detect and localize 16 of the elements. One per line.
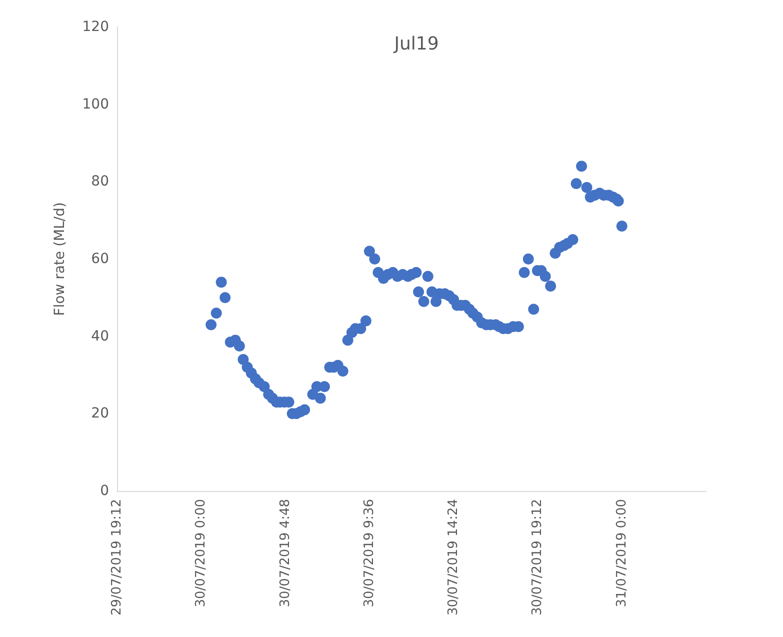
y-tick-label: 60 <box>91 251 109 267</box>
x-tick-label: 30/07/2019 14:24 <box>446 499 462 616</box>
y-tick-label: 20 <box>91 406 109 422</box>
x-tick-label: 31/07/2019 0:00 <box>614 499 630 608</box>
x-tick-label: 30/07/2019 0:00 <box>194 499 209 608</box>
x-tick-label: 30/07/2019 19:12 <box>530 499 546 616</box>
y-axis-title: Flow rate (ML/d) <box>52 202 68 316</box>
y-tick-label: 80 <box>91 174 109 190</box>
x-tick-label: 30/07/2019 9:36 <box>362 499 377 608</box>
y-tick-label: 0 <box>100 483 109 499</box>
x-tick-label: 30/07/2019 4:48 <box>278 499 293 608</box>
y-tick-label: 100 <box>82 96 109 112</box>
y-tick-label: 120 <box>82 19 109 35</box>
chart-title: Jul19 <box>393 34 439 54</box>
y-tick-label: 40 <box>91 328 109 344</box>
x-tick-label: 29/07/2019 19:12 <box>110 499 124 616</box>
